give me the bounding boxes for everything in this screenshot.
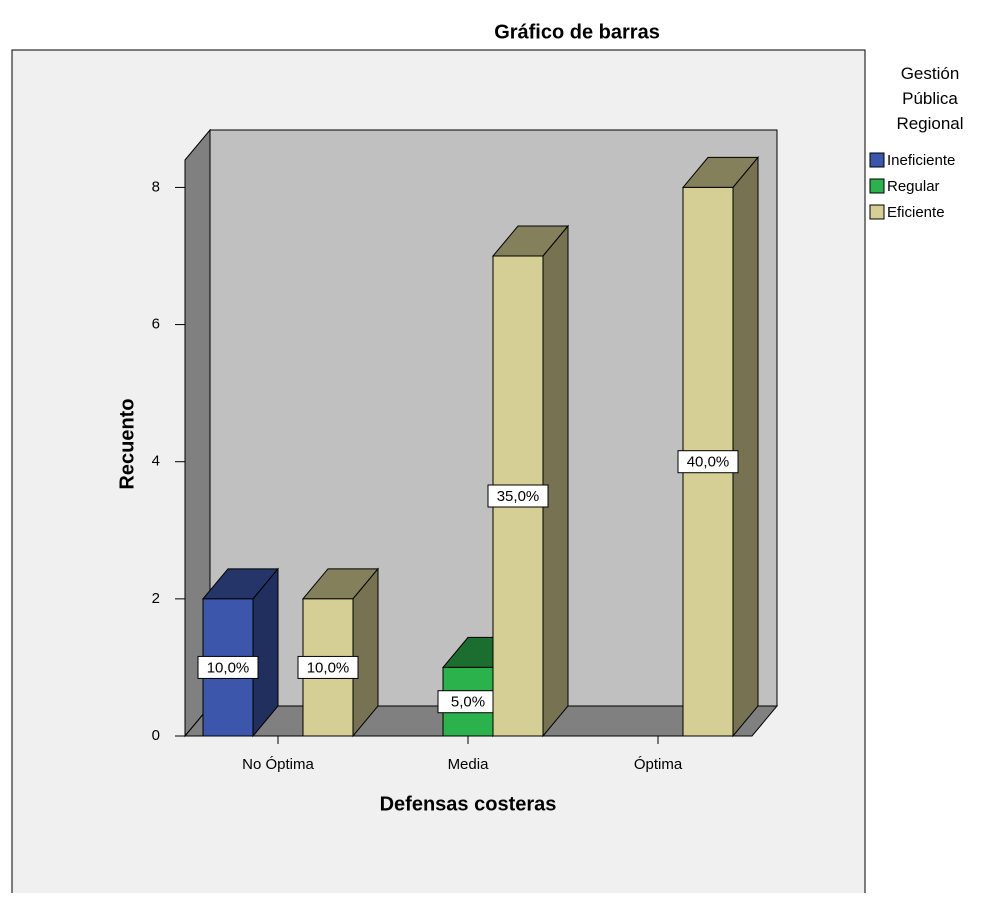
y-tick-label: 2 — [152, 590, 160, 607]
value-label-box — [487, 484, 549, 508]
value-label-box — [677, 450, 739, 474]
legend-label: Eficiente — [887, 204, 945, 221]
value-label: 10,0% — [207, 659, 250, 676]
legend-swatch — [869, 204, 885, 220]
y-tick-label: 0 — [152, 727, 160, 744]
legend-swatch — [869, 178, 885, 194]
value-label-box — [297, 655, 359, 679]
bar-side — [732, 156, 759, 738]
value-label: 40,0% — [687, 454, 730, 471]
x-axis-title: Defensas costeras — [380, 793, 557, 815]
legend-swatch — [869, 152, 885, 168]
value-label-box — [197, 655, 259, 679]
legend-label: Regular — [887, 178, 940, 195]
bar — [301, 567, 380, 738]
bar-side — [352, 567, 379, 738]
bar — [201, 567, 280, 738]
bar-side — [542, 224, 569, 738]
chart-title: Gráfico de barras — [494, 21, 660, 43]
bar — [491, 224, 570, 738]
value-label: 35,0% — [497, 488, 540, 505]
y-tick-label: 8 — [152, 178, 160, 195]
bar — [681, 156, 760, 738]
y-tick-label: 6 — [152, 316, 160, 333]
legend-label: Ineficiente — [887, 152, 955, 169]
x-tick-label: Óptima — [634, 756, 683, 773]
value-label: 10,0% — [307, 659, 350, 676]
bar-side — [252, 567, 279, 738]
y-tick-label: 4 — [152, 453, 160, 470]
x-tick-label: Media — [448, 756, 490, 773]
value-label: 5,0% — [451, 694, 485, 711]
x-tick-label: No Óptima — [242, 756, 314, 773]
y-axis-title: Recuento — [116, 398, 138, 489]
legend-title: Gestión Pública Regional — [896, 64, 963, 133]
